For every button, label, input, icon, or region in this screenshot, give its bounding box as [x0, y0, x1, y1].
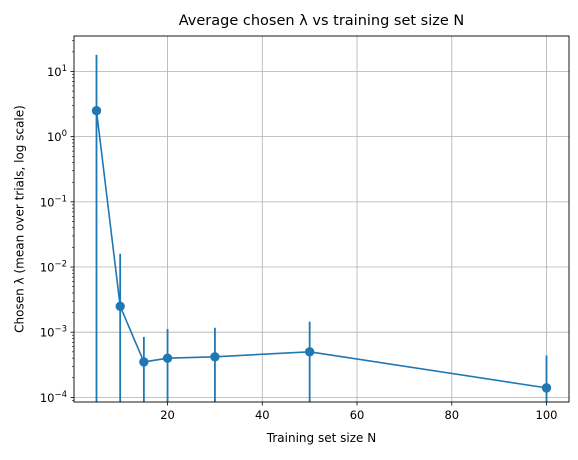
y-axis-label: Chosen λ (mean over trials, log scale) [13, 105, 27, 333]
y-tick-label: 10−4 [40, 390, 67, 405]
data-point [304, 347, 315, 357]
y-tick-label: 10−3 [40, 325, 67, 340]
x-axis-label: Training set size N [266, 431, 376, 445]
data-point [139, 357, 149, 367]
y-tick-label: 10−2 [40, 260, 67, 275]
plot-frame [73, 35, 570, 403]
x-tick-label: 40 [255, 408, 270, 422]
y-tick-label: 10−1 [40, 194, 67, 209]
x-tick-label: 100 [536, 408, 558, 422]
x-tick-label: 60 [350, 408, 365, 422]
chart-title: Average chosen λ vs training set size N [179, 13, 465, 29]
x-tick-label: 20 [160, 408, 175, 422]
y-tick-label: 101 [47, 64, 67, 79]
data-point [541, 383, 552, 393]
x-tick-label: 80 [444, 408, 459, 422]
data-point [210, 352, 220, 362]
grid [74, 36, 569, 402]
data-layer [91, 54, 552, 402]
data-point [162, 353, 173, 363]
axis-ticks: 20 40 60 80 100 10−4 10−3 10−2 10−1 100 101 [40, 64, 558, 422]
data-point [115, 301, 125, 311]
y-tick-label: 100 [47, 129, 67, 144]
data-point [91, 106, 102, 116]
